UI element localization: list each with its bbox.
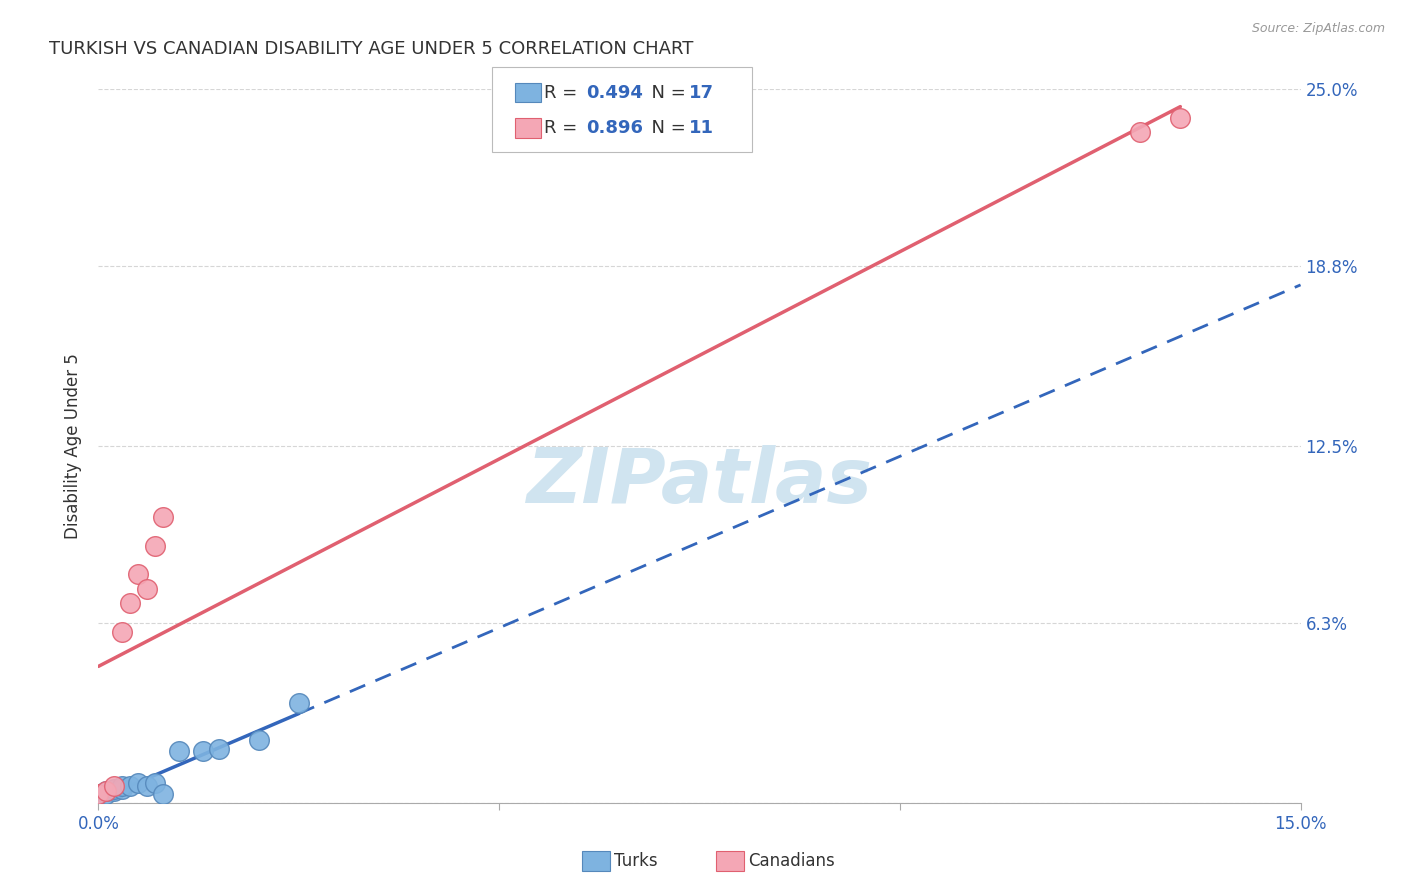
Text: N =: N =: [640, 120, 692, 137]
Point: [120, 596, 142, 610]
Point: [96, 784, 118, 798]
Point: [1170, 111, 1192, 125]
Point: [96, 784, 118, 798]
Text: Turks: Turks: [614, 852, 658, 870]
Point: [103, 784, 125, 798]
Point: [96, 787, 118, 801]
Text: ZIPatlas: ZIPatlas: [526, 445, 873, 518]
Point: [87, 787, 110, 801]
Point: [128, 567, 150, 582]
Text: 11: 11: [689, 120, 714, 137]
Point: [152, 510, 174, 524]
Text: 0.494: 0.494: [586, 84, 643, 102]
Text: Source: ZipAtlas.com: Source: ZipAtlas.com: [1251, 22, 1385, 36]
Point: [111, 779, 134, 793]
Point: [143, 539, 166, 553]
Point: [135, 779, 157, 793]
Text: TURKISH VS CANADIAN DISABILITY AGE UNDER 5 CORRELATION CHART: TURKISH VS CANADIAN DISABILITY AGE UNDER…: [49, 40, 693, 58]
Text: R =: R =: [544, 120, 583, 137]
Point: [111, 781, 134, 796]
Point: [111, 624, 134, 639]
Point: [120, 779, 142, 793]
Text: Canadians: Canadians: [748, 852, 835, 870]
Point: [247, 733, 270, 747]
Point: [135, 582, 157, 596]
Text: R =: R =: [544, 84, 583, 102]
Point: [208, 741, 231, 756]
Point: [1129, 125, 1152, 139]
Point: [87, 787, 110, 801]
Point: [103, 781, 125, 796]
Point: [103, 779, 125, 793]
Point: [288, 696, 311, 710]
Point: [191, 744, 214, 758]
Text: 0.896: 0.896: [586, 120, 644, 137]
Text: 17: 17: [689, 84, 714, 102]
Point: [152, 787, 174, 801]
Text: N =: N =: [640, 84, 692, 102]
Point: [128, 776, 150, 790]
Point: [143, 776, 166, 790]
Point: [167, 744, 190, 758]
Y-axis label: Disability Age Under 5: Disability Age Under 5: [65, 353, 83, 539]
